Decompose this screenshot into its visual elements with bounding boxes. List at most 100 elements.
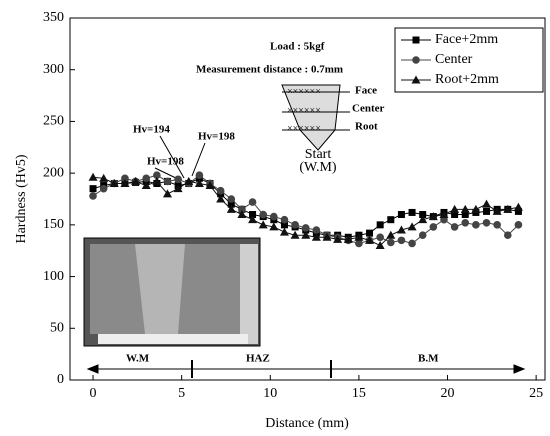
data-point	[483, 207, 491, 215]
data-point	[354, 232, 364, 241]
data-point	[503, 231, 512, 239]
data-point	[333, 234, 343, 243]
data-point	[460, 204, 470, 213]
annotation: Measurement distance : 0.7mm	[196, 64, 343, 76]
data-point	[195, 171, 204, 180]
data-point	[471, 204, 481, 213]
data-point	[291, 221, 299, 229]
plot-frame	[69, 17, 546, 381]
annotation: Root	[355, 121, 378, 133]
data-point	[152, 176, 162, 185]
y-tick-label: 100	[43, 269, 64, 284]
svg-text:××××××: ××××××	[287, 123, 321, 134]
data-point	[121, 174, 129, 183]
data-point	[88, 172, 98, 181]
data-point	[142, 174, 151, 183]
data-point	[355, 239, 363, 248]
legend-label: Center	[435, 52, 473, 67]
data-point	[408, 208, 416, 216]
data-point	[472, 221, 480, 229]
data-point	[89, 185, 97, 193]
x-tick-label: 10	[263, 386, 277, 401]
annotation: Hv=198	[147, 156, 184, 168]
y-tick-label: 300	[43, 62, 64, 77]
annotation: Center	[352, 103, 384, 115]
data-point	[419, 211, 427, 219]
data-point	[397, 236, 406, 245]
data-point	[396, 225, 406, 234]
data-point	[109, 178, 119, 187]
annotation-arrow	[159, 135, 185, 179]
annotation: Hv=194	[133, 124, 170, 136]
legend-label: Face+2mm	[435, 32, 498, 47]
data-point	[461, 211, 469, 219]
data-point	[226, 204, 236, 213]
data-point	[280, 221, 288, 229]
annotation: (W.M)	[299, 160, 337, 175]
data-point	[451, 211, 459, 219]
x-tick-label: 20	[441, 386, 455, 401]
data-point	[99, 184, 108, 193]
data-point	[120, 178, 130, 187]
data-point	[141, 181, 151, 190]
x-tick-label: 5	[178, 386, 185, 401]
legend-label: Root+2mm	[435, 72, 499, 87]
data-point	[248, 215, 258, 224]
data-point	[301, 224, 310, 232]
data-point	[216, 194, 226, 203]
legend-marker	[412, 56, 420, 64]
data-point	[163, 177, 172, 186]
data-point	[461, 218, 470, 227]
y-tick-label: 250	[43, 114, 64, 129]
data-point	[514, 221, 523, 229]
annotation-arrow	[191, 142, 206, 177]
data-point	[194, 178, 204, 187]
data-point	[322, 232, 332, 241]
data-point	[259, 210, 267, 219]
data-point	[376, 233, 384, 242]
data-point	[216, 186, 225, 195]
data-point	[493, 221, 501, 229]
x-tick-label: 0	[90, 386, 97, 401]
data-point	[301, 230, 311, 239]
data-point	[258, 220, 268, 229]
data-point	[366, 229, 374, 237]
annotation: Load : 5kgf	[270, 41, 325, 53]
zone-label: W.M	[126, 353, 150, 365]
data-point	[238, 205, 246, 214]
y-tick-label: 350	[43, 10, 64, 25]
data-point	[408, 239, 416, 248]
data-point	[227, 200, 235, 208]
data-point	[418, 215, 428, 224]
zone-label: B.M	[418, 353, 439, 365]
data-point	[153, 171, 161, 180]
data-point	[248, 198, 257, 206]
data-point	[482, 218, 491, 227]
x-tick-label: 15	[352, 386, 366, 401]
data-point	[290, 230, 300, 239]
data-point	[513, 202, 523, 211]
data-point	[280, 215, 289, 224]
legend-marker	[412, 36, 420, 44]
annotation: Hv=198	[198, 131, 235, 143]
data-point	[89, 192, 97, 200]
data-point	[503, 204, 513, 213]
data-point	[174, 175, 182, 184]
weld-sketch	[281, 84, 350, 151]
weld-photo	[83, 237, 261, 347]
data-point	[269, 222, 279, 231]
annotation: Face	[355, 85, 377, 97]
data-point	[386, 230, 396, 239]
indent-marks: ×××××× ×××××× ××××××	[287, 86, 321, 134]
data-point	[205, 181, 215, 190]
data-point	[173, 184, 183, 193]
y-tick-label: 150	[43, 217, 64, 232]
data-point	[311, 232, 321, 241]
zone-label: HAZ	[246, 353, 270, 365]
data-point	[492, 206, 502, 215]
data-point	[482, 199, 492, 208]
data-point	[184, 176, 194, 185]
data-point	[450, 204, 460, 213]
data-point	[375, 241, 385, 250]
